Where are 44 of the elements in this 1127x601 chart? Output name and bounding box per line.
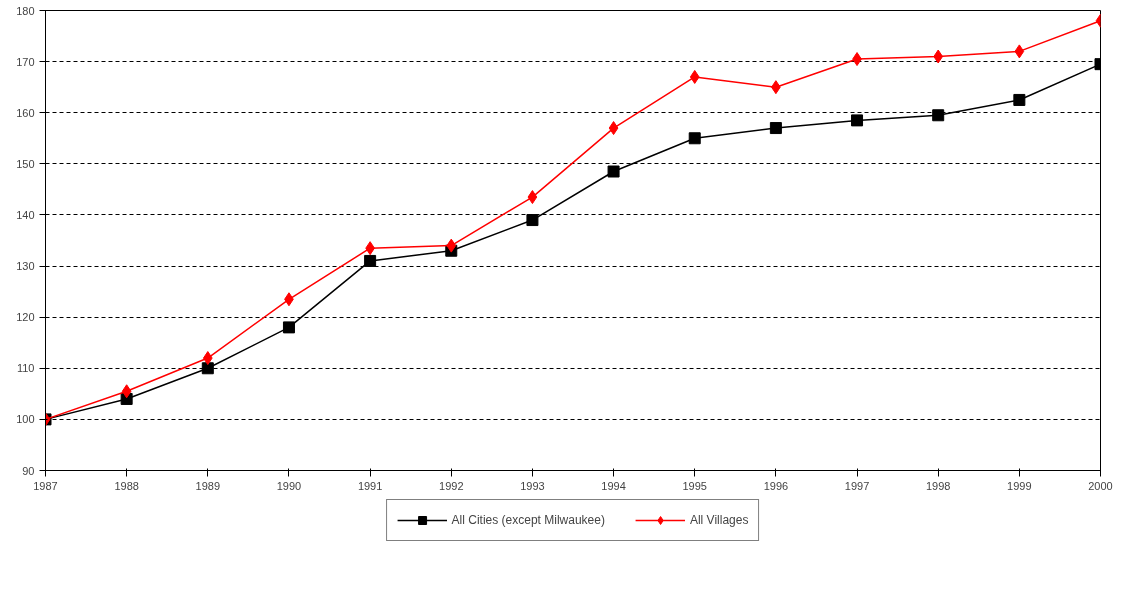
x-tick-label: 1989	[195, 479, 221, 492]
x-tick-label: 1993	[520, 479, 545, 492]
point	[201, 362, 214, 375]
x-tick-label: 1998	[925, 479, 951, 492]
y-tick-label: 90	[22, 464, 35, 477]
x-tick-label: 1992	[439, 479, 464, 492]
y-tick-label: 100	[16, 413, 35, 426]
point	[932, 109, 945, 122]
y-tick-label: 110	[16, 362, 35, 375]
point	[527, 190, 538, 205]
y-tick-label: 130	[16, 260, 35, 273]
x-tick-label: 1995	[682, 479, 707, 492]
point	[364, 254, 377, 267]
x-tick-label: 1991	[357, 479, 383, 492]
legend-label: All Villages	[689, 512, 749, 527]
point	[933, 49, 944, 64]
point	[1014, 44, 1025, 59]
x-tick-label: 1996	[763, 479, 789, 492]
point	[526, 214, 539, 227]
y-tick-label: 180	[16, 4, 35, 17]
point	[688, 132, 701, 145]
x-tick-label: 2000	[1088, 479, 1113, 492]
x-tick-label: 1999	[1007, 479, 1032, 492]
y-tick-label: 170	[16, 55, 35, 68]
x-tick-label: 1987	[33, 479, 58, 492]
legend-label: All Cities (except Milwaukee)	[451, 512, 605, 527]
point	[202, 351, 213, 366]
x-tick-label: 1997	[844, 479, 870, 492]
x-tick-label: 1988	[114, 479, 139, 492]
point	[689, 69, 700, 84]
y-tick-label: 120	[16, 311, 35, 324]
y-tick-label: 160	[16, 106, 35, 119]
point	[769, 122, 782, 135]
point	[851, 114, 864, 127]
x-tick-label: 1990	[276, 479, 302, 492]
point	[607, 165, 620, 178]
point	[1013, 93, 1026, 106]
x-tick-label: 1994	[601, 479, 626, 492]
y-tick-label: 140	[16, 208, 35, 221]
y-tick-label: 150	[16, 157, 35, 170]
point	[608, 121, 619, 136]
point	[121, 384, 132, 399]
point	[282, 321, 295, 334]
point	[446, 238, 457, 253]
